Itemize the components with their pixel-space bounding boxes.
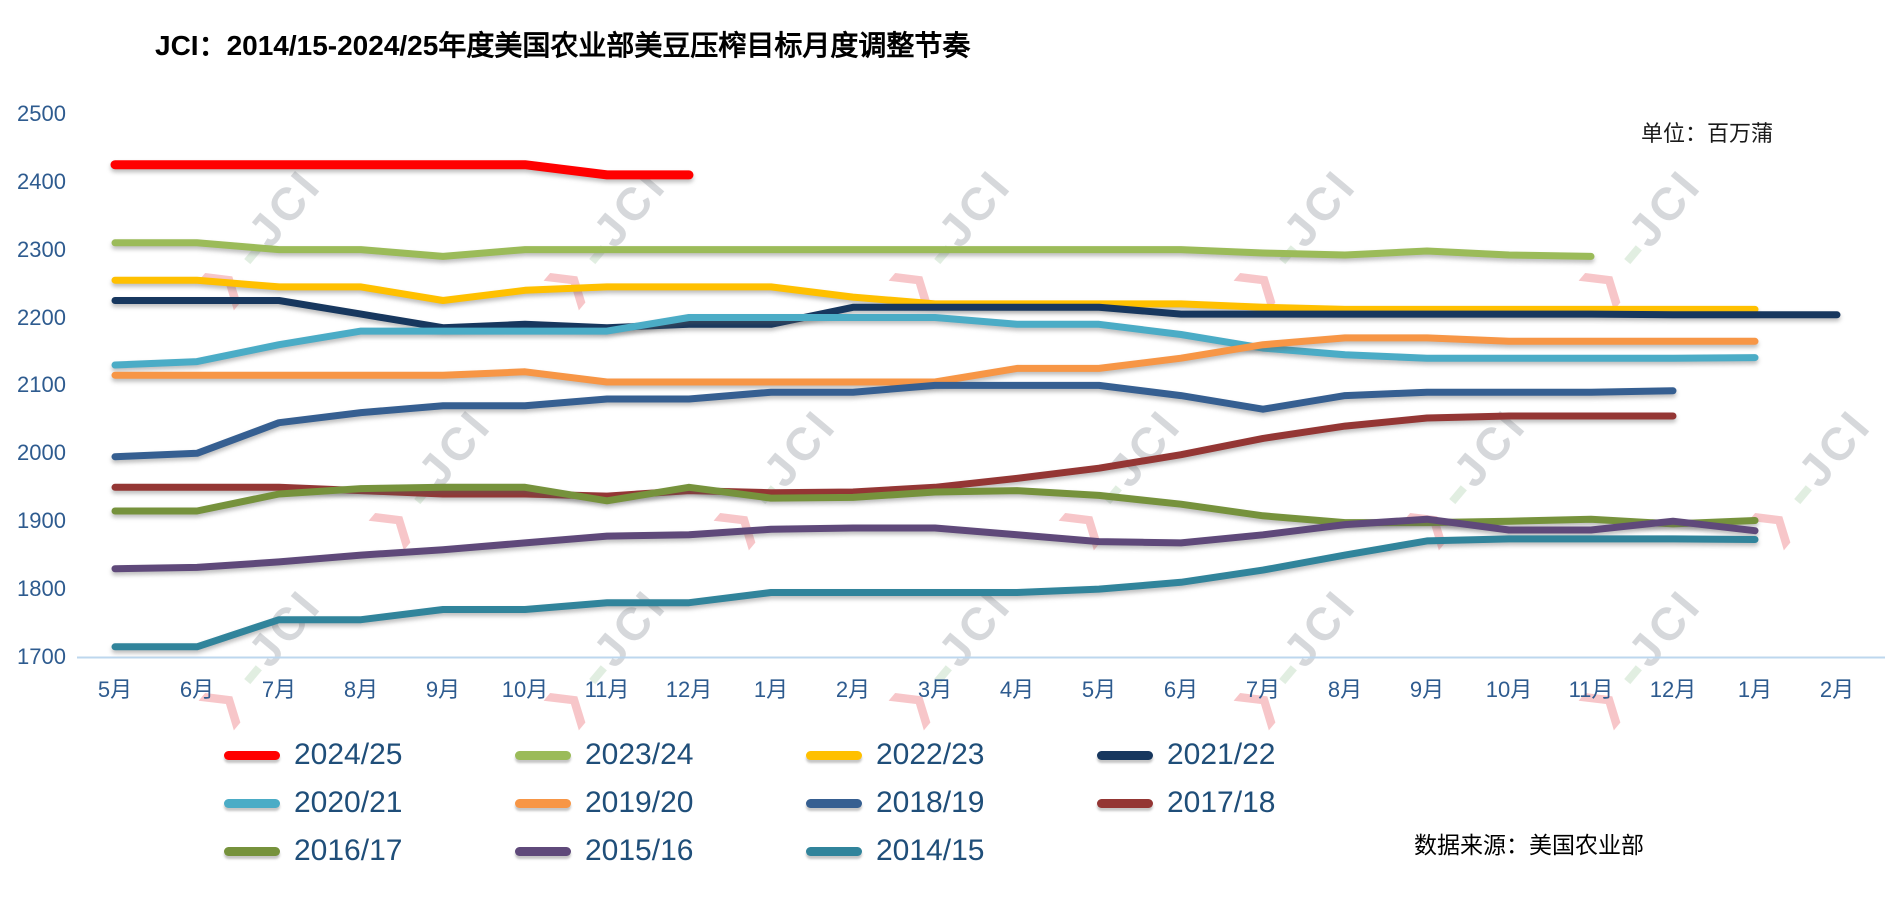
y-tick-label: 1900 <box>17 508 66 534</box>
x-tick-label: 10月 <box>501 677 549 702</box>
x-tick-label: 4月 <box>999 677 1035 702</box>
x-tick-label: 9月 <box>1409 677 1445 702</box>
series-line-2020-21 <box>111 314 1759 369</box>
x-tick-label: 9月 <box>425 677 461 702</box>
y-tick-label: 2500 <box>17 100 66 126</box>
x-tick-label: 2月 <box>835 677 871 702</box>
x-tick-label: 1月 <box>1737 677 1773 702</box>
series-line-2014-15 <box>111 535 1759 651</box>
y-tick-label: 2100 <box>17 372 66 398</box>
x-tick-label: 6月 <box>179 677 215 702</box>
source-label: 数据来源：美国农业部 <box>1414 832 1644 858</box>
y-tick-label: 1800 <box>17 576 66 602</box>
chart-title: JCI：2014/15-2024/25年度美国农业部美豆压榨目标月度调整节奏 <box>155 30 971 61</box>
series-line-2017-18 <box>111 412 1677 500</box>
x-tick-label: 5月 <box>1081 677 1117 702</box>
x-tick-label: 7月 <box>1245 677 1281 702</box>
x-tick-label: 2月 <box>1819 677 1855 702</box>
y-tick-label: 2000 <box>17 440 66 466</box>
x-tick-label: 8月 <box>1327 677 1363 702</box>
x-tick-label: 8月 <box>343 677 379 702</box>
x-tick-label: 12月 <box>1649 677 1697 702</box>
x-tick-label: 3月 <box>917 677 953 702</box>
x-tick-label: 11月 <box>584 677 630 702</box>
x-tick-label: 1月 <box>753 677 789 702</box>
series-line-2018-19 <box>111 381 1677 461</box>
series-line-2016-17 <box>111 483 1759 528</box>
x-tick-label: 5月 <box>97 677 133 702</box>
x-tick-label: 12月 <box>665 677 713 702</box>
y-tick-label: 2200 <box>17 304 66 330</box>
series-line-2023-24 <box>111 239 1595 260</box>
x-tick-label: 6月 <box>1163 677 1199 702</box>
y-tick-label: 2300 <box>17 236 66 262</box>
series-line-2015-16 <box>111 515 1759 573</box>
unit-label: 单位：百万蒲 <box>1640 121 1773 146</box>
x-tick-label: 10月 <box>1485 677 1533 702</box>
x-tick-label: 11月 <box>1568 677 1614 702</box>
y-tick-label: 1700 <box>17 644 66 669</box>
y-tick-label: 2400 <box>17 168 66 194</box>
series-line-2024-25 <box>110 160 694 180</box>
x-tick-label: 7月 <box>261 677 297 702</box>
series-line-2021-22 <box>111 297 1841 332</box>
